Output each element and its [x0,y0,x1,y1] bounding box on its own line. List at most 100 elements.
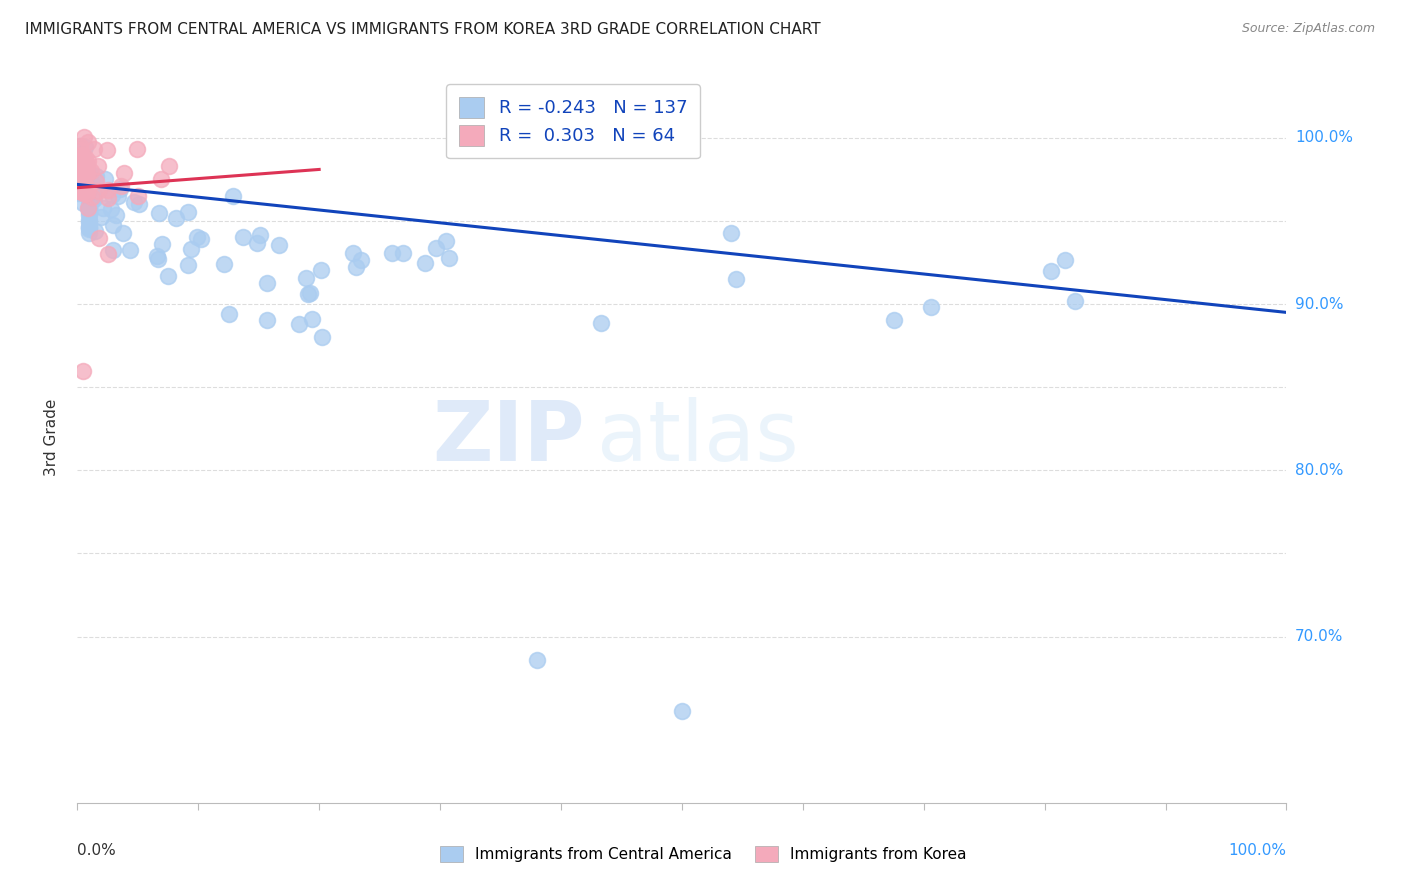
Point [69,154,91,169]
Point [67,181,90,195]
Point [83,142,105,156]
Point [83,192,105,206]
Point [69,180,91,194]
Point [413,256,436,270]
Point [75,158,97,172]
Point [76,167,98,181]
Point [150,172,173,186]
Point [67,166,90,180]
Point [67,161,90,176]
Point [87,184,110,198]
Point [425,241,447,255]
Point [100,202,122,216]
Point [66,161,89,175]
Point [73,186,96,201]
Point [69,156,91,170]
Point [67,154,90,169]
Point [720,227,742,241]
Point [1053,253,1076,268]
Point [180,242,202,256]
Point [70,149,93,163]
Text: 90.0%: 90.0% [1295,297,1343,311]
Point [145,249,167,263]
Point [87,230,110,244]
Point [69,155,91,169]
Point [437,251,460,265]
Point [72,196,94,211]
Point [73,129,96,144]
Point [79,184,101,198]
Point [256,276,278,290]
Point [79,213,101,227]
Point [72,163,94,178]
Point [165,211,187,226]
Point [70,149,93,163]
Point [69,161,91,176]
Point [920,300,942,314]
Point [67,164,90,178]
Point [86,180,108,194]
Point [69,179,91,194]
Point [77,173,100,187]
Point [70,160,93,174]
Point [1063,294,1085,309]
Point [66,170,89,185]
Point [73,139,96,153]
Point [73,171,96,186]
Point [218,307,240,321]
Legend: R = -0.243   N = 137, R =  0.303   N = 64: R = -0.243 N = 137, R = 0.303 N = 64 [446,84,700,158]
Point [128,197,150,211]
Point [77,154,100,169]
Text: ZIP: ZIP [433,397,585,477]
Point [190,232,212,246]
Point [309,263,332,277]
Point [69,178,91,193]
Point [75,151,97,165]
Point [94,172,117,186]
Point [69,145,91,159]
Point [288,317,311,331]
Point [107,188,129,202]
Point [82,190,104,204]
Text: 100.0%: 100.0% [1295,130,1353,145]
Point [246,235,269,250]
Point [79,176,101,190]
Point [79,202,101,216]
Point [724,271,747,285]
Point [70,162,93,177]
Text: 80.0%: 80.0% [1295,463,1343,478]
Point [67,178,90,192]
Point [70,170,93,185]
Point [66,186,89,201]
Text: IMMIGRANTS FROM CENTRAL AMERICA VS IMMIGRANTS FROM KOREA 3RD GRADE CORRELATION C: IMMIGRANTS FROM CENTRAL AMERICA VS IMMIG… [25,22,821,37]
Point [69,165,91,179]
Text: 0.0%: 0.0% [77,843,117,858]
Point [70,163,93,178]
Point [73,177,96,191]
Point [146,252,169,266]
Point [70,171,93,186]
Point [67,184,90,198]
Point [67,161,90,175]
Point [97,183,120,197]
Point [148,206,170,220]
Point [434,234,457,248]
Point [70,185,93,199]
Point [77,164,100,178]
Point [96,143,118,157]
Point [79,200,101,214]
Point [69,174,91,188]
Point [79,185,101,199]
Text: Source: ZipAtlas.com: Source: ZipAtlas.com [1241,22,1375,36]
Point [76,186,98,201]
Point [77,201,100,215]
Point [526,653,548,667]
Point [79,200,101,214]
Text: 70.0%: 70.0% [1295,629,1343,644]
Point [72,150,94,164]
Point [97,191,120,205]
Point [67,161,90,176]
Point [256,313,278,327]
Point [69,138,91,153]
Point [77,135,100,149]
